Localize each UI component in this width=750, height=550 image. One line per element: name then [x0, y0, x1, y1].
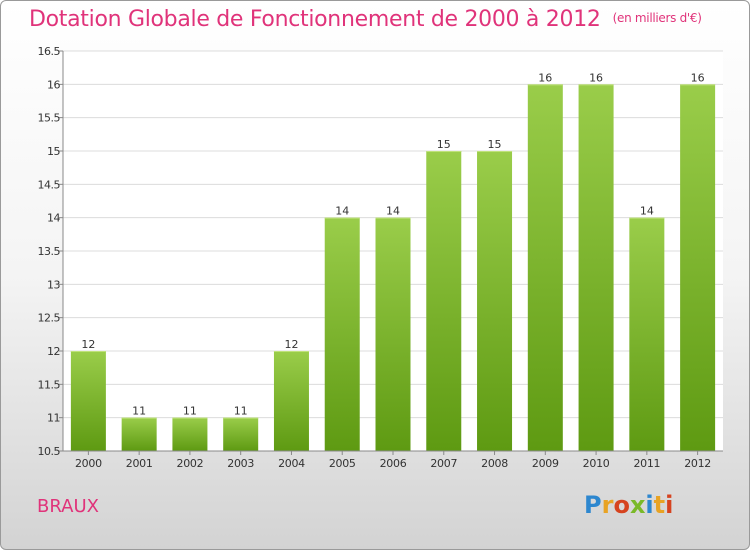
- bar-value-label: 12: [284, 338, 298, 351]
- x-tick-label: 2006: [380, 457, 407, 470]
- bar: [578, 84, 614, 451]
- bar-value-label: 15: [437, 138, 451, 151]
- x-tick-label: 2002: [177, 457, 204, 470]
- bar-value-label: 14: [335, 205, 349, 218]
- x-tick-label: 2007: [430, 457, 457, 470]
- bar: [324, 217, 360, 451]
- x-tick-label: 2009: [532, 457, 559, 470]
- chart-title-text: Dotation Globale de Fonctionnement de 20…: [29, 7, 601, 32]
- y-tick-label: 11.5: [38, 378, 61, 391]
- x-tick-label: 2000: [75, 457, 102, 470]
- commune-name: BRAUX: [37, 496, 99, 517]
- y-tick-label: 13: [47, 278, 60, 291]
- bar-value-label: 16: [589, 71, 603, 84]
- x-tick-label: 2012: [684, 457, 711, 470]
- y-tick-label: 16: [47, 78, 60, 91]
- x-tick-label: 2004: [278, 457, 305, 470]
- chart-unit: (en milliers d'€): [612, 11, 702, 25]
- proxiti-logo: Proxiti: [584, 491, 674, 519]
- x-tick-label: 2011: [633, 457, 660, 470]
- y-tick-label: 15.5: [38, 112, 61, 125]
- bar-value-label: 12: [81, 338, 95, 351]
- y-tick-label: 14: [47, 212, 60, 225]
- bar: [121, 417, 157, 451]
- x-tick-label: 2001: [126, 457, 153, 470]
- y-tick-label: 13.5: [38, 245, 61, 258]
- x-tick-label: 2003: [227, 457, 254, 470]
- bar: [426, 151, 462, 451]
- y-tick-label: 14.5: [38, 178, 61, 191]
- bar-value-label: 14: [640, 205, 654, 218]
- bar: [527, 84, 563, 451]
- x-tick-label: 2010: [583, 457, 610, 470]
- bar: [629, 217, 665, 451]
- bar: [273, 351, 309, 451]
- chart-title: Dotation Globale de Fonctionnement de 20…: [29, 7, 702, 32]
- y-tick-label: 10.5: [38, 445, 61, 458]
- bar-value-label: 11: [132, 405, 146, 418]
- bar-value-label: 16: [691, 71, 705, 84]
- bar: [223, 417, 259, 451]
- bar: [70, 351, 106, 451]
- bar: [172, 417, 208, 451]
- y-tick-label: 16.5: [38, 45, 61, 58]
- bar-value-label: 11: [234, 405, 248, 418]
- x-tick-label: 2005: [329, 457, 356, 470]
- y-tick-label: 11: [47, 412, 60, 425]
- y-tick-label: 15: [47, 145, 60, 158]
- y-tick-label: 12: [47, 345, 60, 358]
- bar: [477, 151, 513, 451]
- bar-value-label: 15: [488, 138, 502, 151]
- y-tick-label: 12.5: [38, 312, 61, 325]
- bar-value-label: 16: [538, 71, 552, 84]
- bar-value-label: 14: [386, 205, 400, 218]
- bar-value-label: 11: [183, 405, 197, 418]
- bar: [680, 84, 716, 451]
- x-tick-label: 2008: [481, 457, 508, 470]
- bar: [375, 217, 411, 451]
